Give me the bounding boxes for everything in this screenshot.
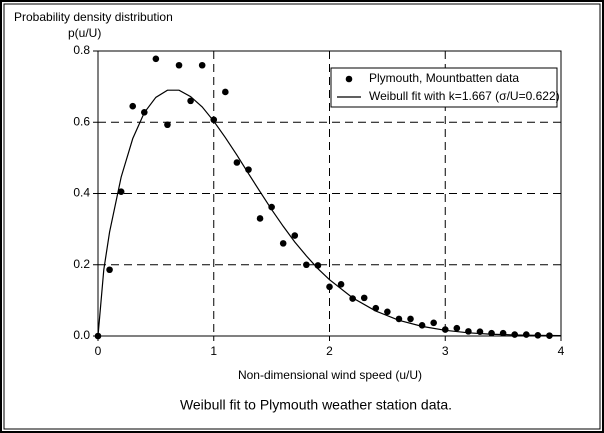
y-tick-label: 0.0 <box>73 328 90 342</box>
fit-line <box>97 89 562 337</box>
data-point <box>106 266 113 274</box>
data-point <box>326 283 333 291</box>
data-point <box>198 61 206 69</box>
x-tick-label: 2 <box>326 344 333 358</box>
data-point <box>441 326 449 333</box>
data-point <box>465 328 472 335</box>
data-point <box>279 240 287 247</box>
data-point <box>129 102 137 110</box>
legend-marker <box>345 75 353 83</box>
data-point <box>222 88 229 96</box>
plot-frame <box>97 50 562 337</box>
data-point <box>256 215 264 222</box>
y-tick-label: 0.2 <box>73 257 90 271</box>
data-point <box>291 232 299 239</box>
x-tick-label: 1 <box>210 344 217 358</box>
y-axis-label: p(u/U) <box>68 26 101 40</box>
caption: Weibull fit to Plymouth weather station … <box>180 397 452 413</box>
data-point <box>152 55 160 63</box>
data-point <box>210 116 218 124</box>
data-point <box>175 61 183 69</box>
data-point <box>499 329 507 337</box>
data-point <box>407 315 414 323</box>
data-point <box>337 281 345 288</box>
data-point <box>384 308 391 316</box>
data-point <box>187 97 194 105</box>
data-point <box>117 188 125 196</box>
data-point <box>268 203 275 211</box>
legend-box <box>330 67 558 108</box>
y-tick-label: 0.8 <box>73 43 90 57</box>
data-point <box>453 324 461 332</box>
legend-label: Plymouth, Mountbatten data <box>369 71 519 85</box>
y-tick-label: 0.6 <box>73 114 90 128</box>
x-tick-label: 4 <box>558 344 565 358</box>
data-point <box>430 319 437 327</box>
chart-title: Probability density distribution <box>14 10 173 24</box>
data-point <box>303 261 310 269</box>
x-axis-label: Non-dimensional wind speed (u/U) <box>238 368 422 382</box>
data-point <box>164 121 171 129</box>
data-point <box>233 159 241 166</box>
x-tick-label: 0 <box>95 344 102 358</box>
inner-frame <box>3 3 601 430</box>
data-point <box>488 329 495 337</box>
legend-label: Weibull fit with k=1.667 (σ/U=0.622) <box>369 89 560 103</box>
y-tick-label: 0.4 <box>73 186 90 200</box>
data-point <box>360 294 368 302</box>
x-tick-label: 3 <box>442 344 449 358</box>
